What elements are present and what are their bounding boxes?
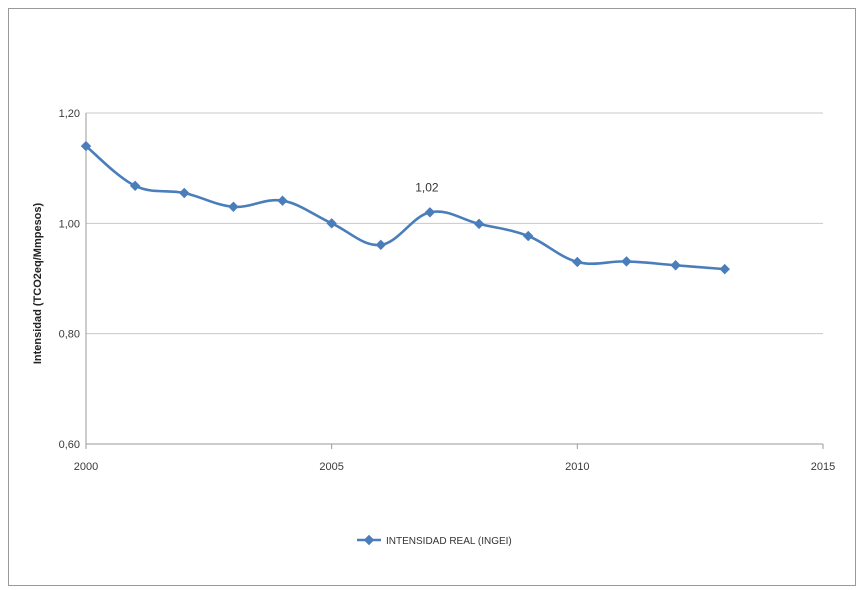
- series-layer: [80, 140, 730, 275]
- legend: INTENSIDAD REAL (INGEI): [357, 534, 512, 547]
- data-point-marker: [277, 195, 288, 206]
- data-point-marker: [424, 207, 436, 218]
- x-axis-ticks: 2000 2005 2010 2015: [74, 444, 835, 473]
- data-point-marker: [670, 260, 681, 271]
- x-tick-label: 2015: [811, 461, 835, 473]
- x-tick-label: 2000: [74, 461, 98, 473]
- series-line: [85, 145, 725, 271]
- x-tick-label: 2005: [319, 461, 343, 473]
- data-point-marker: [326, 218, 337, 229]
- legend-marker: [363, 534, 375, 546]
- chart-frame: [8, 8, 856, 586]
- data-point-marker: [572, 256, 583, 268]
- gridlines: [86, 112, 823, 445]
- data-point-marker: [179, 187, 190, 199]
- data-point-marker: [473, 218, 485, 230]
- y-tick-label: 0,80: [59, 329, 80, 341]
- data-point-marker: [621, 256, 632, 267]
- y-tick-label: 1,20: [59, 108, 80, 120]
- y-axis-label: Intensidad (TCO2eq/Mmpesos): [32, 202, 44, 364]
- data-point-marker: [522, 230, 534, 242]
- data-point-marker: [719, 263, 730, 275]
- legend-label: INTENSIDAD REAL (INGEI): [386, 536, 512, 547]
- y-tick-label: 1,00: [59, 218, 80, 230]
- data-point-marker: [228, 201, 239, 212]
- x-tick-label: 2010: [565, 461, 589, 473]
- annotations: 1,02: [415, 180, 439, 194]
- y-tick-label: 0,60: [59, 439, 80, 451]
- y-axis-ticks: 0,60 0,80 1,00 1,20: [59, 108, 80, 451]
- data-point-marker: [375, 239, 387, 251]
- data-label: 1,02: [415, 180, 439, 194]
- data-point-marker: [80, 140, 92, 152]
- axes: [85, 113, 823, 445]
- data-point-marker: [129, 180, 141, 192]
